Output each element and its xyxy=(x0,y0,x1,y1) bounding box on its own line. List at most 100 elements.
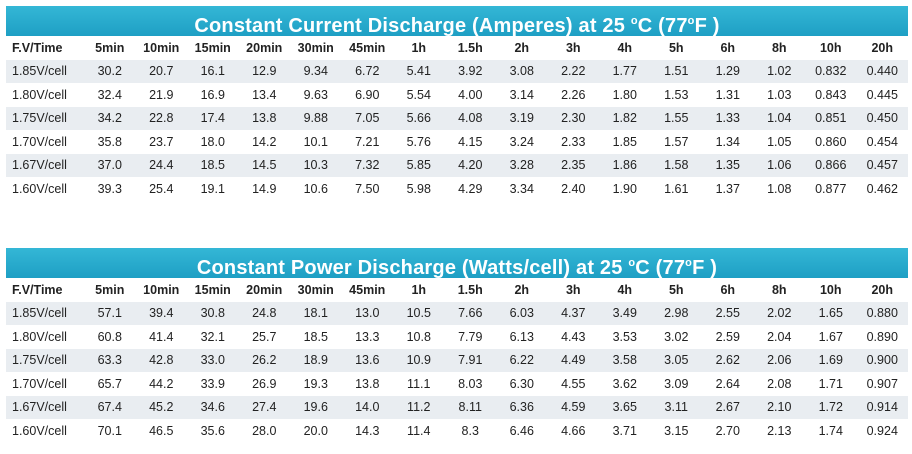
table-cell: 18.1 xyxy=(290,301,342,325)
table-cell: 2.33 xyxy=(547,130,599,154)
table-cell: 2.64 xyxy=(702,372,754,396)
table-cell: 1.69 xyxy=(805,348,857,372)
table-cell: 19.6 xyxy=(290,395,342,419)
column-header-voltage: F.V/Time xyxy=(12,282,63,297)
table-cell: 1.53 xyxy=(650,83,702,107)
table-cell: 3.71 xyxy=(599,419,651,443)
row-label: 1.60V/cell xyxy=(6,419,84,443)
column-header-time: 15min xyxy=(194,40,231,55)
table-cell: 3.62 xyxy=(599,372,651,396)
table-cell: 12.9 xyxy=(238,59,290,83)
table-header: F.V/Time 5min 10min 15min 20min 30min 45min 1h 1… xyxy=(6,36,908,60)
table-cell: 22.8 xyxy=(135,106,187,130)
table-header: F.V/Time 5min 10min 15min 20min 30min 45min 1h 1… xyxy=(6,278,908,302)
table-row: 1.60V/cell 39.3 25.4 19.1 14.9 10.6 7.50 5.98 4.… xyxy=(6,177,908,201)
table-cell: 0.877 xyxy=(805,177,857,201)
table-cell: 19.1 xyxy=(187,177,239,201)
table-cell: 4.29 xyxy=(444,177,496,201)
header-row: F.V/Time 5min 10min 15min 20min 30min 45min 1h 1… xyxy=(6,36,908,60)
constant-current-section: Constant Current Discharge (Amperes) at … xyxy=(6,6,908,201)
table-cell: 30.8 xyxy=(187,301,239,325)
column-header-voltage: F.V/Time xyxy=(12,40,63,55)
row-label: 1.75V/cell xyxy=(6,106,84,130)
constant-power-table: F.V/Time 5min 10min 15min 20min 30min 45min 1h 1… xyxy=(6,278,908,443)
table-cell: 0.445 xyxy=(856,83,908,107)
table-cell: 39.3 xyxy=(84,177,136,201)
table-cell: 1.06 xyxy=(753,153,805,177)
constant-current-title: Constant Current Discharge (Amperes) at … xyxy=(6,6,908,37)
table-cell: 18.0 xyxy=(187,130,239,154)
row-label: 1.75V/cell xyxy=(6,348,84,372)
table-cell: 10.5 xyxy=(393,301,445,325)
title-text: Constant Current Discharge (Amperes) at … xyxy=(194,15,631,37)
table-cell: 17.4 xyxy=(187,106,239,130)
column-header-time: 2h xyxy=(514,40,530,55)
table-cell: 5.85 xyxy=(393,153,445,177)
table-cell: 42.8 xyxy=(135,348,187,372)
title-text: F ) xyxy=(692,257,718,279)
table-cell: 13.6 xyxy=(341,348,393,372)
row-label: 1.67V/cell xyxy=(6,153,84,177)
table-cell: 6.46 xyxy=(496,419,548,443)
table-cell: 1.90 xyxy=(599,177,651,201)
table-cell: 13.3 xyxy=(341,325,393,349)
degree-mark: o xyxy=(685,257,693,269)
table-cell: 16.9 xyxy=(187,83,239,107)
column-header-time: 5min xyxy=(95,282,125,297)
table-cell: 4.49 xyxy=(547,348,599,372)
table-cell: 2.06 xyxy=(753,348,805,372)
table-cell: 18.5 xyxy=(187,153,239,177)
degree-mark: o xyxy=(630,15,638,27)
table-cell: 1.08 xyxy=(753,177,805,201)
table-cell: 3.49 xyxy=(599,301,651,325)
table-body: 1.85V/cell 57.1 39.4 30.8 24.8 18.1 13.0 10.5 7.… xyxy=(6,301,908,443)
table-row: 1.85V/cell 57.1 39.4 30.8 24.8 18.1 13.0 10.5 7.… xyxy=(6,301,908,325)
table-cell: 3.05 xyxy=(650,348,702,372)
table-cell: 24.4 xyxy=(135,153,187,177)
table-cell: 3.09 xyxy=(650,372,702,396)
table-cell: 5.66 xyxy=(393,106,445,130)
table-cell: 27.4 xyxy=(238,395,290,419)
table-cell: 4.00 xyxy=(444,83,496,107)
table-cell: 0.907 xyxy=(856,372,908,396)
table-cell: 2.59 xyxy=(702,325,754,349)
table-cell: 2.67 xyxy=(702,395,754,419)
column-header-time: 45min xyxy=(349,40,386,55)
table-cell: 34.2 xyxy=(84,106,136,130)
table-cell: 1.31 xyxy=(702,83,754,107)
table-cell: 2.55 xyxy=(702,301,754,325)
table-cell: 32.1 xyxy=(187,325,239,349)
table-cell: 2.22 xyxy=(547,59,599,83)
table-cell: 4.59 xyxy=(547,395,599,419)
table-cell: 2.13 xyxy=(753,419,805,443)
table-cell: 3.11 xyxy=(650,395,702,419)
column-header-time: 1h xyxy=(411,40,427,55)
table-cell: 3.24 xyxy=(496,130,548,154)
table-cell: 7.05 xyxy=(341,106,393,130)
table-cell: 3.08 xyxy=(496,59,548,83)
table-row: 1.70V/cell 65.7 44.2 33.9 26.9 19.3 13.8 11.1 8.… xyxy=(6,372,908,396)
table-cell: 14.2 xyxy=(238,130,290,154)
table-cell: 8.3 xyxy=(444,419,496,443)
table-cell: 1.77 xyxy=(599,59,651,83)
table-cell: 34.6 xyxy=(187,395,239,419)
table-cell: 13.0 xyxy=(341,301,393,325)
table-cell: 8.03 xyxy=(444,372,496,396)
table-cell: 70.1 xyxy=(84,419,136,443)
table-cell: 25.7 xyxy=(238,325,290,349)
column-header-time: 3h xyxy=(565,282,581,297)
column-header-time: 8h xyxy=(771,282,787,297)
table-cell: 1.80 xyxy=(599,83,651,107)
table-cell: 13.4 xyxy=(238,83,290,107)
row-label: 1.80V/cell xyxy=(6,83,84,107)
table-cell: 1.55 xyxy=(650,106,702,130)
table-cell: 9.34 xyxy=(290,59,342,83)
table-cell: 63.3 xyxy=(84,348,136,372)
table-cell: 7.50 xyxy=(341,177,393,201)
table-row: 1.75V/cell 34.2 22.8 17.4 13.8 9.88 7.05 5.66 4.… xyxy=(6,106,908,130)
table-cell: 6.72 xyxy=(341,59,393,83)
column-header-time: 8h xyxy=(771,40,787,55)
row-label: 1.60V/cell xyxy=(6,177,84,201)
column-header-time: 4h xyxy=(617,40,633,55)
table-cell: 1.03 xyxy=(753,83,805,107)
